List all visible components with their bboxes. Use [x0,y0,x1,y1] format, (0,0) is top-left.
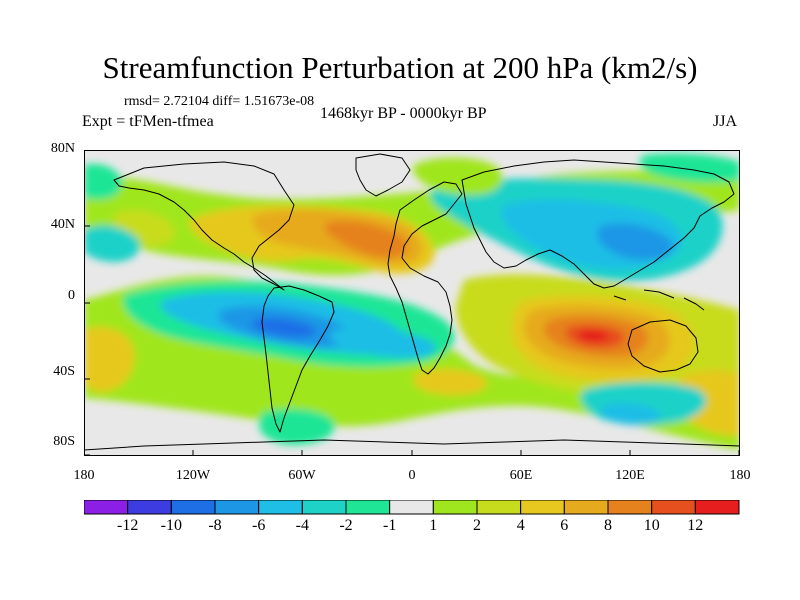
colorbar-swatch [84,500,129,515]
tick-marks [84,150,740,456]
north-america-outline [113,161,295,291]
y-tick-40n: 40N [50,217,75,232]
colorbar-swatch [476,500,522,515]
field-satl-cyan [330,328,437,358]
x-tick-180e: 180 [729,468,751,483]
colorbar-swatch [432,500,478,515]
antarctica-outline [84,439,740,451]
colorbar-swatch [651,500,696,515]
colorbar-swatch [345,500,391,515]
colorbar-swatch [127,500,172,515]
colorbar-swatch [258,500,303,515]
field-southatlantic-yellow [413,368,488,395]
period-label: 1468kyr BP - 0000kyr BP [320,105,487,122]
x-tick-0: 0 [408,468,416,483]
colorbar-label: 1 [429,517,438,534]
colorbar-label: 6 [560,517,569,534]
colorbar-swatch [607,500,653,515]
field-antarctic-cyan [600,402,660,426]
field-atlantic-darkorange [324,220,408,259]
field-arctic-teal [639,153,740,183]
australia-outline [627,319,699,373]
colorbar-label: -1 [383,517,397,534]
experiment-label: Expt = tFMen-tfmea [82,113,214,130]
coastlines [84,153,740,451]
streamfunction-map [84,150,740,456]
field-pacific-yellow-s [84,326,135,393]
greenland-outline [355,153,411,197]
field-greenland-green [412,157,503,196]
x-tick-60e: 60E [509,468,533,483]
colorbar [84,500,740,515]
x-tick-180w: 180 [73,468,95,483]
islands-outline [613,289,705,311]
colorbar-label: -6 [252,517,266,534]
colorbar-swatch [389,500,434,515]
colorbar-swatch [694,500,740,515]
x-tick-60w: 60W [288,468,316,483]
y-tick-80n: 80N [50,141,75,156]
colorbar-swatch [563,500,609,515]
plot-title: Streamfunction Perturbation at 200 hPa (… [102,50,698,85]
colorbar-label: 10 [643,517,660,534]
colorbar-label: 12 [687,517,704,534]
field-indian-core [578,329,610,343]
colorbar-swatch [520,500,565,515]
season-label: JJA [713,113,738,130]
south-america-outline [261,285,335,433]
field-npac-cyan [84,163,123,200]
field-antarctic-teal [259,408,335,445]
colorbar-label: -8 [208,517,222,534]
y-tick-40s: 40S [53,364,75,379]
stats-line: rmsd= 2.72104 diff= 1.51673e-08 [124,94,315,109]
colorbar-swatch [170,500,216,515]
colorbar-swatch [214,500,260,515]
colorbar-label: 8 [604,517,612,534]
field-westpac-teal [84,225,141,262]
contour-fields [84,153,740,450]
colorbar-label: 2 [473,517,481,534]
y-tick-80s: 80S [53,434,75,449]
x-tick-120e: 120E [615,468,645,483]
colorbar-label: -12 [117,517,139,534]
europe-africa-outline [387,181,463,375]
field-se-pacific-yellow [676,370,740,436]
x-tick-120w: 120W [175,468,211,483]
colorbar-swatch [301,500,347,515]
y-tick-0: 0 [68,288,75,303]
field-spac-darkblue [252,317,316,338]
colorbar-label: -4 [295,517,309,534]
colorbar-label: 4 [516,517,525,534]
colorbar-label: -10 [160,517,182,534]
field-eurasia-blue [597,223,673,260]
colorbar-label: -2 [339,517,353,534]
asia-outline [461,159,735,289]
